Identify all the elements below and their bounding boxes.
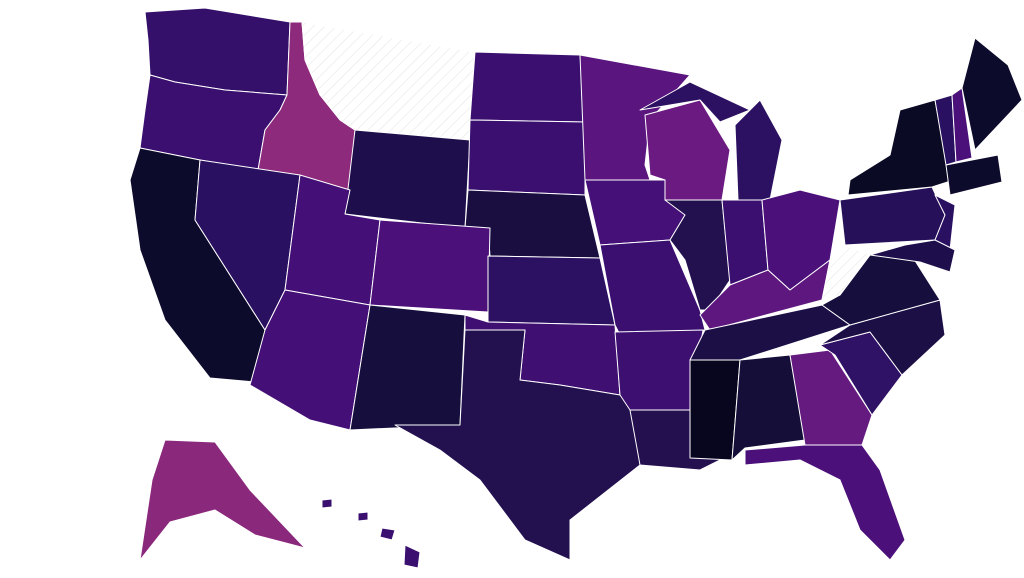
state-pennsylvania[interactable] (839, 186, 946, 246)
state-mississippi[interactable] (689, 359, 741, 461)
state-maine[interactable] (961, 37, 1023, 151)
state-hawaii-kauai[interactable] (321, 498, 333, 509)
state-texas[interactable] (394, 329, 641, 561)
state-wyoming[interactable] (344, 129, 471, 229)
state-michigan[interactable] (734, 99, 783, 201)
state-south-dakota[interactable] (467, 119, 586, 196)
state-west-virginia[interactable] (821, 244, 871, 301)
state-kansas[interactable] (487, 255, 616, 326)
state-maryland[interactable] (869, 239, 956, 273)
state-georgia[interactable] (789, 349, 873, 446)
state-hawaii[interactable] (403, 544, 421, 569)
state-new-mexico[interactable] (349, 304, 466, 431)
state-tennessee[interactable] (689, 304, 851, 361)
state-hawaii-oahu[interactable] (357, 511, 369, 522)
state-florida[interactable] (744, 444, 906, 561)
state-michigan-upper[interactable] (639, 81, 751, 123)
state-new-hampshire[interactable] (951, 87, 973, 163)
state-alabama[interactable] (731, 354, 806, 461)
state-north-dakota[interactable] (469, 51, 586, 123)
state-alaska[interactable] (139, 439, 306, 561)
state-colorado[interactable] (369, 219, 491, 313)
state-massachusetts[interactable] (945, 154, 1003, 196)
state-hawaii-maui[interactable] (379, 527, 396, 541)
